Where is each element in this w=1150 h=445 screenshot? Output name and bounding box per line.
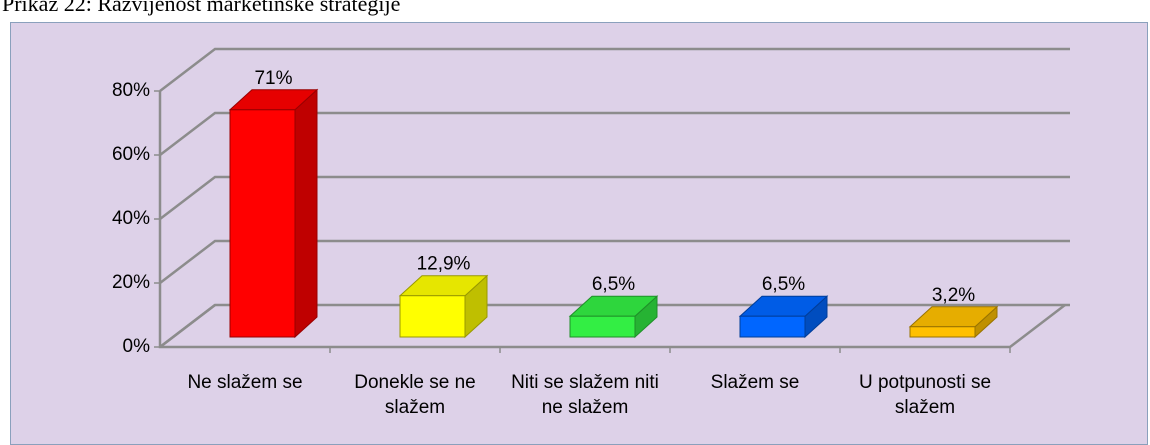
y-tick-label: 40% bbox=[112, 208, 150, 229]
bar bbox=[399, 295, 466, 338]
grid-line bbox=[159, 111, 1070, 156]
bar-side bbox=[294, 88, 318, 339]
x-tick-label: Donekle se ne slažem bbox=[354, 372, 476, 418]
value-label: 6,5% bbox=[592, 274, 635, 295]
bar bbox=[229, 109, 296, 338]
value-label: 71% bbox=[254, 68, 292, 89]
y-tick-label: 80% bbox=[112, 80, 150, 101]
y-tick-label: 0% bbox=[123, 336, 151, 357]
bar bbox=[569, 315, 636, 338]
x-tick-label: Ne slažem se bbox=[187, 372, 303, 393]
value-label: 12,9% bbox=[417, 254, 471, 275]
bar bbox=[909, 326, 976, 338]
x-tick-label: Niti se slažem niti ne slažem bbox=[511, 372, 659, 418]
x-tick-label: U potpunosti se slažem bbox=[858, 372, 992, 418]
grid-line bbox=[159, 239, 1070, 284]
grid-line bbox=[159, 175, 1070, 220]
chart-title: Prikaz 22: Razvijenost marketinške strat… bbox=[2, 0, 401, 16]
value-label: 3,2% bbox=[932, 285, 975, 306]
y-tick-label: 60% bbox=[112, 144, 150, 165]
x-tick-label: Slažem se bbox=[710, 372, 800, 393]
value-label: 6,5% bbox=[762, 274, 805, 295]
bar bbox=[739, 315, 806, 338]
chart-area bbox=[10, 22, 1148, 445]
grid-line bbox=[159, 47, 1070, 92]
y-tick-label: 20% bbox=[112, 272, 150, 293]
